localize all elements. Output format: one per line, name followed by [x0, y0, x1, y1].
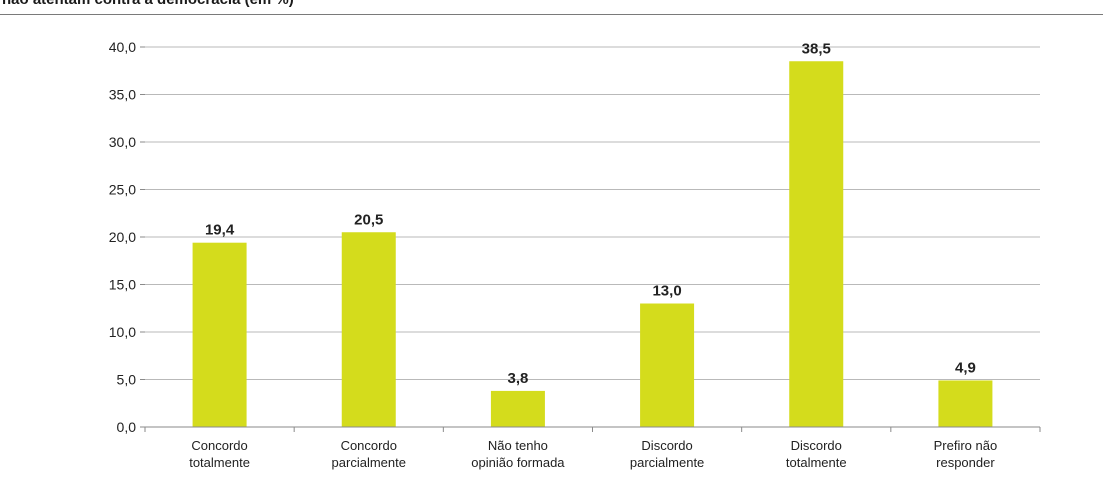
x-category-label: Discordo: [641, 438, 692, 453]
y-tick-label: 10,0: [109, 324, 136, 340]
y-tick-label: 20,0: [109, 229, 136, 245]
bar-value-label: 20,5: [354, 211, 383, 228]
x-category-label: opinião formada: [471, 455, 565, 470]
x-category-label: parcialmente: [630, 455, 704, 470]
x-category-label: totalmente: [786, 455, 847, 470]
x-axis: [140, 46, 1041, 432]
y-tick-label: 30,0: [109, 134, 136, 150]
x-axis-category-labels: Concordo totalmente Concordo parcialmente Nã…: [189, 438, 997, 470]
y-tick-label: 0,0: [117, 419, 137, 435]
x-category-label: responder: [936, 455, 995, 470]
bar: [490, 390, 545, 427]
chart-title-strip: não atentam contra a democracia (em %): [0, 0, 1103, 15]
x-category-label: Concordo: [341, 438, 397, 453]
bar-value-label: 4,9: [955, 359, 976, 376]
bar: [341, 232, 396, 427]
x-category-label: Não tenho: [488, 438, 548, 453]
grid-lines: [145, 46, 1040, 380]
x-category-label: Discordo: [791, 438, 842, 453]
bar: [192, 242, 247, 427]
y-tick-label: 35,0: [109, 87, 136, 103]
x-category-label: Concordo: [191, 438, 247, 453]
bar: [789, 61, 844, 427]
bar-value-labels: 19,4 20,5 3,8 13,0 38,5 4,9: [205, 40, 976, 387]
bar-value-label: 3,8: [507, 370, 528, 387]
bar-value-label: 38,5: [802, 40, 831, 57]
bar: [640, 303, 695, 427]
y-tick-label: 40,0: [109, 39, 136, 55]
chart-title: não atentam contra a democracia (em %): [2, 0, 294, 8]
y-tick-label: 15,0: [109, 277, 136, 293]
x-category-label: Prefiro não: [934, 438, 998, 453]
y-tick-label: 25,0: [109, 182, 136, 198]
y-tick-label: 5,0: [117, 372, 137, 388]
bars: [192, 61, 993, 427]
bar: [938, 380, 993, 427]
bar-value-label: 19,4: [205, 222, 235, 239]
x-category-label: totalmente: [189, 455, 250, 470]
x-category-label: parcialmente: [332, 455, 406, 470]
y-axis-tick-labels: 0,0 5,0 10,0 15,0 20,0 25,0 30,0 35,0 40,0: [109, 39, 136, 435]
bar-value-label: 13,0: [652, 283, 681, 300]
